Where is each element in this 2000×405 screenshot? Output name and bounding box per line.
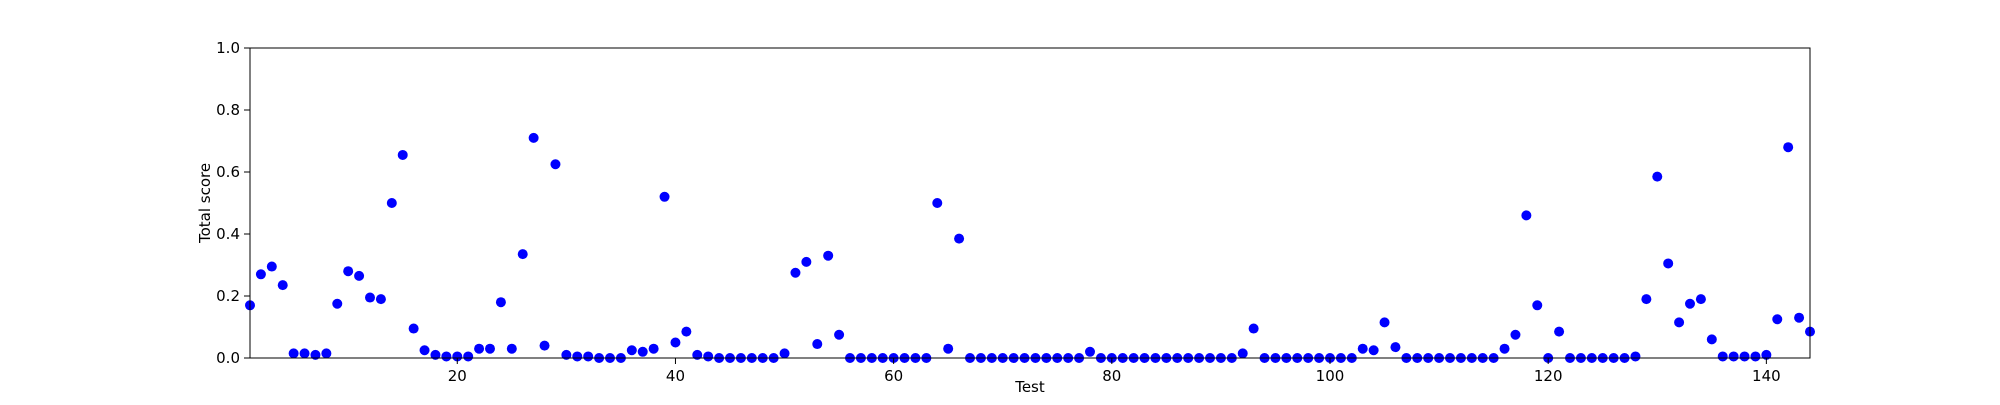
- data-point: [932, 198, 943, 208]
- data-point: [550, 159, 561, 170]
- data-point: [834, 329, 845, 340]
- data-point: [637, 346, 648, 357]
- data-point: [692, 349, 703, 360]
- data-point: [1499, 343, 1510, 354]
- x-tick-label: 40: [666, 367, 685, 385]
- x-tick-label: 80: [1102, 367, 1121, 385]
- data-point: [1783, 142, 1794, 153]
- data-point: [1085, 346, 1095, 357]
- data-point: [583, 351, 594, 362]
- data-point: [954, 233, 965, 244]
- data-point: [441, 351, 452, 362]
- data-point: [1521, 210, 1532, 221]
- data-point: [1379, 317, 1390, 328]
- x-axis-ticks: 20 40 60 80 100 120 140: [448, 358, 1781, 385]
- data-point: [1390, 342, 1401, 353]
- data-point: [386, 198, 397, 208]
- data-point: [1663, 258, 1674, 269]
- data-point: [1761, 349, 1772, 360]
- data-point: [1772, 314, 1783, 325]
- data-point: [495, 297, 506, 308]
- data-point: [801, 256, 812, 267]
- x-tick-label: 20: [448, 367, 467, 385]
- data-point: [419, 345, 430, 356]
- data-point: [1750, 351, 1761, 362]
- data-point: [408, 323, 419, 334]
- data-point: [310, 349, 321, 360]
- data-point: [572, 351, 583, 362]
- data-point: [681, 326, 692, 337]
- data-point: [943, 343, 954, 354]
- data-point: [343, 266, 354, 277]
- data-point: [277, 280, 288, 291]
- data-point: [1532, 300, 1543, 311]
- x-axis-label: Test: [1014, 378, 1045, 396]
- data-point: [1630, 351, 1641, 362]
- y-tick-label: 0.0: [216, 349, 240, 367]
- data-point: [1685, 298, 1695, 309]
- data-point: [255, 269, 266, 280]
- data-point: [1357, 343, 1368, 354]
- data-point: [779, 348, 790, 359]
- data-point: [354, 270, 365, 281]
- data-points: [245, 132, 1815, 363]
- data-point: [1652, 171, 1663, 182]
- data-point: [517, 249, 528, 260]
- data-point: [703, 351, 714, 362]
- data-point: [463, 351, 474, 362]
- data-point: [288, 348, 299, 359]
- data-point: [812, 339, 823, 350]
- y-tick-label: 0.2: [216, 287, 240, 305]
- data-point: [1695, 294, 1706, 305]
- data-point: [1674, 317, 1685, 328]
- y-tick-label: 1.0: [216, 39, 240, 57]
- data-point: [823, 250, 834, 261]
- data-point: [659, 191, 670, 202]
- data-point: [1728, 351, 1739, 362]
- data-point: [474, 343, 485, 354]
- data-point: [365, 292, 375, 303]
- data-point: [506, 343, 517, 354]
- data-point: [321, 348, 332, 359]
- data-point: [1248, 323, 1259, 334]
- data-point: [1706, 334, 1717, 345]
- data-point: [375, 294, 386, 305]
- data-point: [561, 349, 572, 360]
- x-tick-label: 120: [1534, 367, 1563, 385]
- data-point: [332, 298, 343, 309]
- data-point: [1368, 345, 1379, 356]
- y-axis-ticks: 0.0 0.2 0.4 0.6 0.8 1.0: [216, 39, 250, 367]
- data-point: [299, 348, 310, 359]
- data-point: [266, 261, 277, 272]
- data-point: [452, 351, 463, 362]
- data-point: [1794, 312, 1805, 323]
- data-point: [648, 343, 659, 354]
- y-tick-label: 0.6: [216, 163, 240, 181]
- data-point: [485, 343, 495, 354]
- data-point: [1717, 351, 1728, 362]
- y-tick-label: 0.4: [216, 225, 240, 243]
- data-point: [670, 337, 681, 348]
- data-point: [626, 345, 637, 356]
- data-point: [1641, 294, 1652, 305]
- data-point: [1510, 329, 1521, 340]
- plot-frame: [249, 47, 1811, 359]
- data-point: [790, 267, 801, 278]
- y-axis-label: Total score: [196, 163, 214, 244]
- data-point: [430, 349, 441, 360]
- data-point: [397, 149, 408, 160]
- data-point: [528, 132, 539, 143]
- data-point: [539, 340, 550, 351]
- data-point: [1237, 348, 1248, 359]
- data-point: [1739, 351, 1750, 362]
- x-tick-label: 140: [1752, 367, 1781, 385]
- x-tick-label: 60: [884, 367, 903, 385]
- y-tick-label: 0.8: [216, 101, 240, 119]
- x-tick-label: 100: [1316, 367, 1345, 385]
- data-point: [1554, 326, 1565, 337]
